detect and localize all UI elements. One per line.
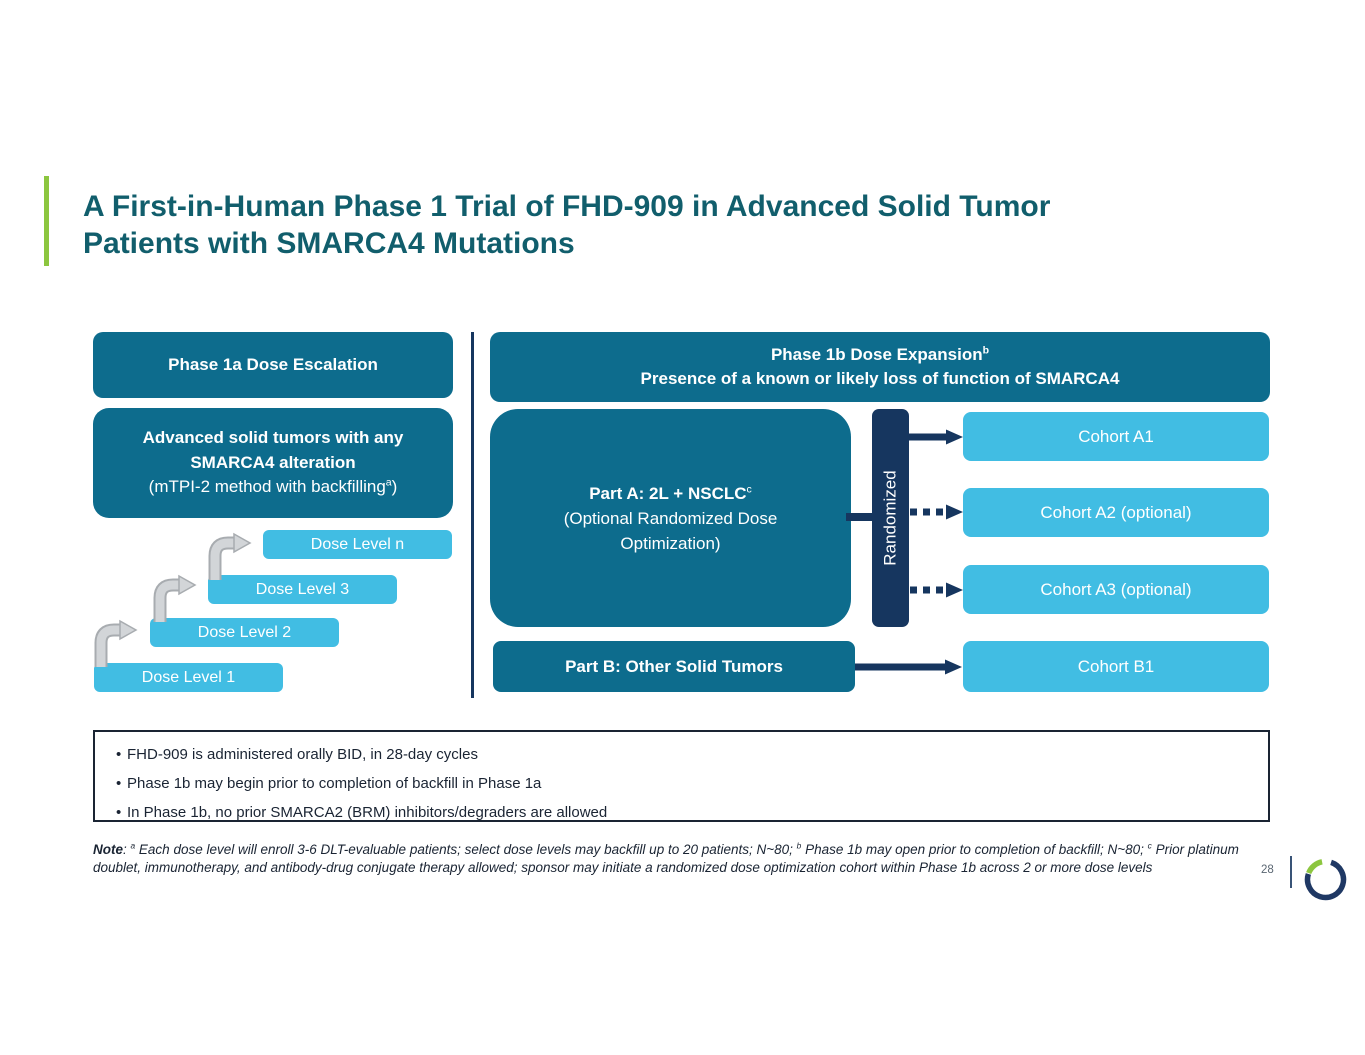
criteria-line3-close: ) [391,477,398,497]
bullet-text: Phase 1b may begin prior to completion o… [127,775,542,792]
part-a-sub-line1: (Optional Randomized Dose [563,508,778,528]
dashed-arrow-icon [910,582,963,598]
brand-logo-ring-icon [1304,859,1347,901]
page-number: 28 [1261,864,1274,876]
criteria-footnote-sup: a [385,476,392,489]
dose-level-2-box: Dose Level 2 [150,618,339,647]
solid-arrow-icon [855,659,962,675]
step-up-arrow-icon [94,619,138,667]
part-a-footnote-sup: c [746,482,752,495]
part-a-box: Part A: 2L + NSCLCc (Optional Randomized … [490,409,851,627]
footnote-seg-b: Phase 1b may open prior to completion of… [801,842,1148,857]
footnote-sup-a: a [130,840,136,851]
dose-level-1-label: Dose Level 1 [141,668,236,686]
dose-level-2-label: Dose Level 2 [197,623,292,641]
footnote-sup-c: c [1147,840,1152,851]
part-a-sub-line2: Optimization) [620,533,721,553]
bullet-marker: • [116,775,122,792]
criteria-line3: (mTPI-2 method with backfilling [148,477,386,497]
part-b-box: Part B: Other Solid Tumors [493,641,855,692]
footnote-sup-b: b [796,840,802,851]
criteria-line2: SMARCA4 alteration [190,452,356,472]
footnote-seg-a: Each dose level will enroll 3-6 DLT-eval… [135,842,797,857]
footnote: Note: a Each dose level will enroll 3-6 … [93,841,1259,877]
cohort-a2-box: Cohort A2 (optional) [963,488,1269,537]
phase1b-header-text: Phase 1b Dose Expansionb Presence of a kn… [641,343,1120,391]
phase1a-header-box: Phase 1a Dose Escalation [93,332,453,398]
phase1b-header-line2: Presence of a known or likely loss of fu… [640,369,1120,388]
phase1a-criteria-box: Advanced solid tumors with any SMARCA4 al… [93,408,453,518]
title-accent-bar [44,176,49,266]
key-points-box: • FHD-909 is administered orally BID, in … [93,730,1270,822]
cohort-a3-box: Cohort A3 (optional) [963,565,1269,614]
part-a-title: Part A: 2L + NSCLC [589,483,747,503]
dose-level-3-label: Dose Level 3 [255,580,350,598]
dose-level-n-label: Dose Level n [310,535,405,553]
phase1a-criteria-text: Advanced solid tumors with any SMARCA4 al… [143,426,404,500]
phase1b-footnote-sup: b [982,344,990,357]
criteria-line1: Advanced solid tumors with any [142,428,404,448]
step-up-arrow-icon [153,574,197,622]
bullet-text: FHD-909 is administered orally BID, in 2… [127,746,478,763]
part-b-label: Part B: Other Solid Tumors [565,656,783,676]
phase1a-header-label: Phase 1a Dose Escalation [168,355,378,374]
part-a-randomized-connector [846,513,872,521]
footnote-sep: : [123,842,131,857]
footnote-seg-c: Prior platinum doublet, immunotherapy, a… [93,842,1239,875]
part-a-text: Part A: 2L + NSCLCc (Optional Randomized … [564,481,778,556]
cohort-b1-label: Cohort B1 [1077,656,1155,676]
cohort-a3-label: Cohort A3 (optional) [1040,579,1192,599]
phase1b-header-box: Phase 1b Dose Expansionb Presence of a kn… [490,332,1270,402]
cohort-a1-box: Cohort A1 [963,412,1269,461]
panel-divider [471,332,474,698]
bullet-item: • FHD-909 is administered orally BID, in … [107,740,1254,769]
slide-title-line1: A First-in-Human Phase 1 Trial of FHD-90… [83,190,1051,223]
bullet-item: • Phase 1b may begin prior to completion … [107,769,1254,798]
slide-title-line2: Patients with SMARCA4 Mutations [83,227,575,260]
bullet-marker: • [116,746,122,763]
randomized-label: Randomized [880,470,900,566]
cohort-a2-label: Cohort A2 (optional) [1040,502,1192,522]
randomized-box: Randomized [872,409,909,627]
bullet-marker: • [116,804,122,821]
phase1b-header-line1: Phase 1b Dose Expansion [770,345,983,364]
slide-title: A First-in-Human Phase 1 Trial of FHD-90… [83,188,1223,262]
dashed-arrow-icon [910,504,963,520]
bullet-text: In Phase 1b, no prior SMARCA2 (BRM) inhi… [127,804,608,821]
footnote-label: Note [93,842,123,857]
footer-divider [1290,856,1292,888]
solid-arrow-icon [908,429,963,445]
dose-level-1-box: Dose Level 1 [94,663,283,692]
dose-level-n-box: Dose Level n [263,530,452,559]
step-up-arrow-icon [208,532,252,580]
dose-level-3-box: Dose Level 3 [208,575,397,604]
cohort-b1-box: Cohort B1 [963,641,1269,692]
cohort-a1-label: Cohort A1 [1078,426,1154,446]
bullet-item: • In Phase 1b, no prior SMARCA2 (BRM) inh… [107,798,1254,827]
